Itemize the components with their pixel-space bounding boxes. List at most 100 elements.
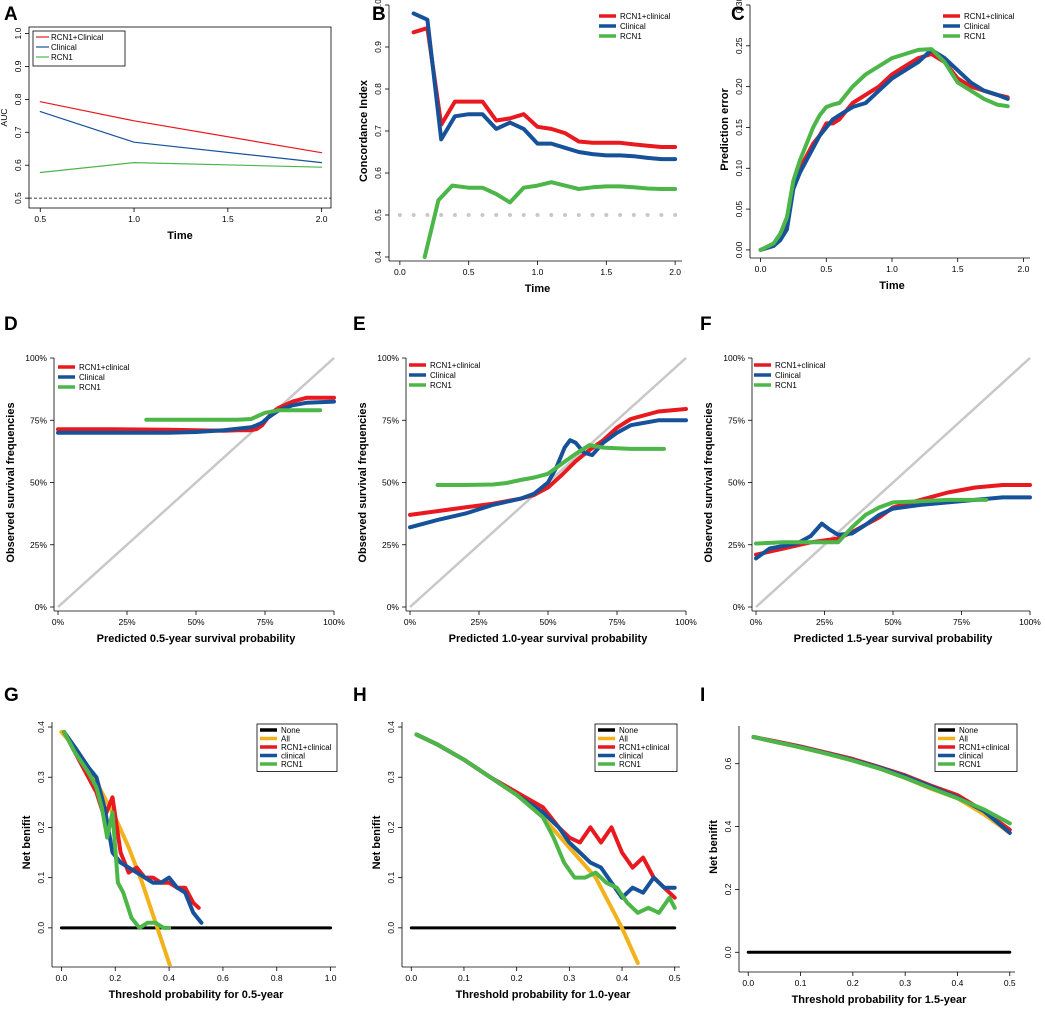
legend-label: RCN1+clinical (79, 363, 130, 372)
x-axis-title: Predicted 0.5-year survival probability (97, 633, 297, 645)
x-axis-title: Time (879, 280, 904, 292)
y-tick-label: 0.4 (386, 721, 396, 733)
y-tick-label: 0.4 (373, 251, 383, 263)
x-tick-label: 1.0 (325, 973, 337, 983)
x-tick-label: 100% (1019, 617, 1041, 627)
y-tick-label: 0.3 (386, 771, 396, 783)
panel-e: E 0% 25% 50% 75% 100% 0% 25% 50% 75% 100% Predicted… (353, 314, 697, 645)
reference-dot (494, 213, 499, 217)
x-tick-label: 0.8 (271, 973, 283, 983)
y-axis-title: Observed survival frequencies (703, 402, 715, 562)
reference-diagonal (755, 357, 1031, 608)
y-tick-label: 0.15 (734, 119, 744, 136)
x-tick-label: 0.5 (463, 267, 475, 277)
y-tick-label: 100% (377, 353, 399, 363)
legend-label: RCN1 (964, 32, 986, 41)
y-tick-label: 0.0 (386, 922, 396, 934)
legend-label: clinical (619, 752, 643, 761)
y-tick-label: 0.9 (373, 41, 383, 53)
x-tick-label: 50% (884, 617, 901, 627)
legend-label: RCN1+clinical (281, 743, 332, 752)
x-tick-label: 0.5 (1004, 978, 1016, 988)
series-group (754, 483, 1032, 561)
reference-dot (673, 213, 678, 217)
x-axis-title: Predicted 1.0-year survival probability (449, 633, 649, 645)
x-tick-label: 0.3 (899, 978, 911, 988)
y-axis-title: Prediction error (719, 88, 731, 171)
x-tick-label: 2.0 (316, 214, 328, 224)
legend-label: None (619, 726, 639, 735)
panel-f: F 0% 25% 50% 75% 100% 0% 25% 50% 75% 100% Predicted… (700, 314, 1041, 645)
legend-label: RCN1 (619, 760, 641, 769)
y-tick-label: 25% (728, 540, 745, 550)
legend-label: RCN1 (281, 760, 303, 769)
x-axis-title: Threshold probability for 1.5-year (792, 994, 968, 1006)
panel-letter: A (4, 4, 18, 25)
series-line-rcn1 (144, 408, 323, 422)
y-tick-label: 0.05 (734, 201, 744, 218)
x-tick-label: 1.0 (886, 264, 898, 274)
reference-dot (425, 213, 430, 217)
x-axis-title: Time (167, 230, 192, 242)
reference-dot (618, 213, 623, 217)
x-tick-label: 25% (118, 617, 135, 627)
reference-dot (645, 213, 650, 217)
x-tick-label: 50% (539, 617, 556, 627)
x-tick-label: 25% (816, 617, 833, 627)
x-axis-title: Threshold probability for 1.0-year (456, 989, 632, 1001)
legend-label: RCN1+clinical (620, 12, 671, 21)
legend-label: RCN1+clinical (959, 743, 1010, 752)
x-tick-label: 25% (470, 617, 487, 627)
legend-label: Clinical (620, 22, 646, 31)
series-line-clinical (62, 730, 204, 925)
panel-letter: H (353, 685, 367, 706)
x-tick-label: 0.0 (742, 978, 754, 988)
legend-label: RCN1 (775, 381, 797, 390)
y-axis-title: Net benifit (21, 815, 33, 869)
x-tick-label: 0.1 (458, 973, 470, 983)
series-group (409, 732, 677, 965)
series-line-rcn1 (435, 443, 666, 487)
x-tick-label: 0.6 (217, 973, 229, 983)
series-line-rcn1-clinical (408, 407, 688, 517)
series-line-rcn1-clinical (56, 395, 336, 433)
x-tick-label: 2.0 (669, 267, 681, 277)
reference-dot (480, 213, 485, 217)
y-tick-label: 0.4 (36, 721, 46, 733)
legend-label: RCN1 (79, 383, 101, 392)
reference-dot (576, 213, 581, 217)
x-tick-label: 75% (256, 617, 273, 627)
y-axis-title: Observed survival frequencies (357, 402, 369, 562)
y-tick-label: 75% (382, 415, 399, 425)
y-tick-label: 0.7 (373, 125, 383, 137)
reference-dot (604, 213, 609, 217)
x-tick-label: 0.0 (394, 267, 406, 277)
panel-letter: G (4, 685, 19, 706)
x-tick-label: 0.4 (616, 973, 628, 983)
y-tick-label: 100% (25, 353, 47, 363)
series-line-rcn1 (39, 162, 323, 174)
series-group (56, 395, 336, 435)
y-tick-label: 0.2 (386, 821, 396, 833)
y-axis-title: Observed survival frequencies (5, 402, 17, 562)
x-axis-title: Predicted 1.5-year survival probability (794, 633, 994, 645)
legend-label: clinical (959, 752, 983, 761)
y-tick-label: 0.6 (373, 167, 383, 179)
x-tick-label: 1.5 (600, 267, 612, 277)
y-tick-label: 0.6 (13, 159, 23, 171)
panel-letter: E (353, 314, 366, 335)
series-line-rcn1-clinical (39, 101, 323, 154)
series-group (746, 735, 1012, 954)
reference-dot (631, 213, 636, 217)
panel-letter: C (731, 4, 745, 25)
reference-dot (452, 213, 457, 217)
legend-label: Clinical (430, 371, 456, 380)
legend-label: RCN1+clinical (619, 743, 670, 752)
y-axis-title: Net benifit (371, 815, 383, 869)
y-tick-label: 0.3 (36, 771, 46, 783)
